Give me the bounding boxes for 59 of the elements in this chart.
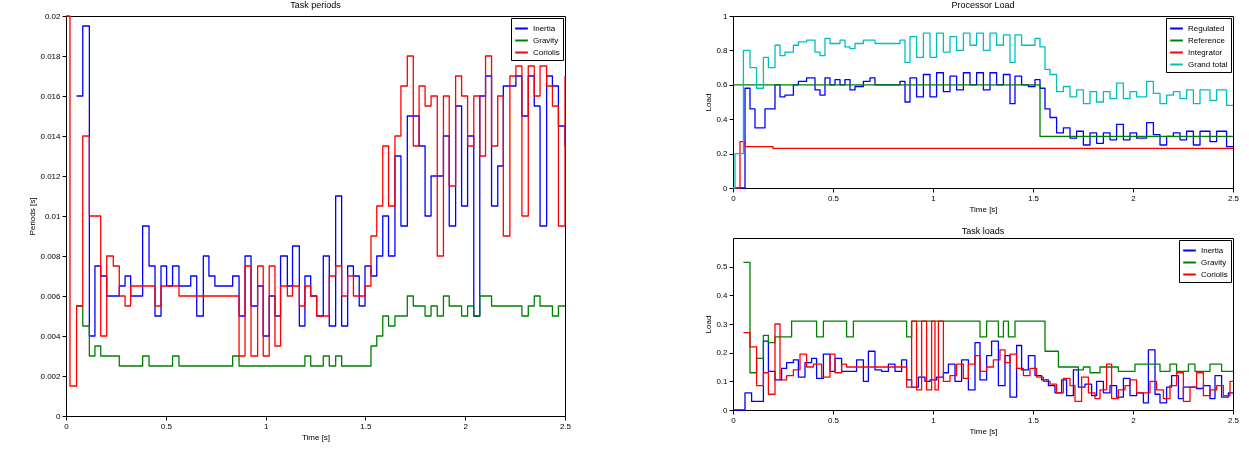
y-axis-title: Load xyxy=(704,93,714,112)
legend-label: Coriolis xyxy=(1201,269,1228,279)
y-tick-label: 0.004 xyxy=(40,331,62,341)
x-axis-title: Time [s] xyxy=(301,432,331,442)
x-tick-label: 1.5 xyxy=(1027,193,1040,203)
x-axis-title: Time [s] xyxy=(969,426,998,436)
x-tick-label: 2 xyxy=(463,421,469,431)
legend-label: Reference xyxy=(1188,35,1226,45)
y-axis-title: Periods [s] xyxy=(28,197,38,236)
y-tick-label: 0 xyxy=(723,405,729,415)
x-tick-label: 0.5 xyxy=(160,421,173,431)
y-tick-label: 0.008 xyxy=(40,251,62,261)
chart-title: Task periods xyxy=(290,0,342,10)
x-tick-label: 0 xyxy=(731,415,737,425)
x-tick-label: 2 xyxy=(1131,193,1137,203)
x-tick-label: 2.5 xyxy=(1227,193,1240,203)
y-tick-label: 0.002 xyxy=(40,371,62,381)
chart-title: Processor Load xyxy=(951,0,1015,10)
y-tick-label: 0.016 xyxy=(40,91,62,101)
x-tick-label: 0.5 xyxy=(827,193,840,203)
legend-label: Regulated xyxy=(1188,23,1225,33)
chart-title: Task loads xyxy=(961,226,1005,236)
y-tick-label: 0.6 xyxy=(716,80,729,90)
y-tick-label: 0.02 xyxy=(44,11,62,21)
y-tick-label: 0.006 xyxy=(40,291,62,301)
legend-label: Grand total xyxy=(1188,59,1228,69)
y-axis-title: Load xyxy=(704,315,714,334)
y-tick-label: 0.012 xyxy=(40,171,62,181)
y-tick-label: 0.014 xyxy=(40,131,62,141)
y-tick-label: 0.1 xyxy=(716,376,729,386)
x-tick-label: 1.5 xyxy=(1027,415,1040,425)
x-tick-label: 2.5 xyxy=(559,421,572,431)
x-tick-label: 1.5 xyxy=(360,421,373,431)
x-tick-label: 2.5 xyxy=(1227,415,1240,425)
legend-label: Gravity xyxy=(1201,257,1227,267)
y-tick-label: 0.3 xyxy=(716,319,729,329)
y-tick-label: 0.4 xyxy=(716,114,729,124)
x-tick-label: 1 xyxy=(931,415,937,425)
legend-label: Coriolis xyxy=(533,47,560,57)
y-tick-label: 0.2 xyxy=(716,348,729,358)
y-tick-label: 0.018 xyxy=(40,51,62,61)
x-axis-title: Time [s] xyxy=(969,204,998,214)
y-tick-label: 0.5 xyxy=(716,262,729,272)
x-tick-label: 0 xyxy=(731,193,737,203)
legend-label: Inertia xyxy=(533,23,556,33)
y-tick-label: 0 xyxy=(723,183,729,193)
y-tick-label: 1 xyxy=(723,11,729,21)
x-tick-label: 0 xyxy=(64,421,70,431)
legend-label: Inertia xyxy=(1201,245,1224,255)
y-tick-label: 0.4 xyxy=(716,290,729,300)
y-tick-label: 0.8 xyxy=(716,45,729,55)
x-tick-label: 0.5 xyxy=(827,415,840,425)
y-tick-label: 0.2 xyxy=(716,149,729,159)
x-tick-label: 1 xyxy=(263,421,269,431)
legend-label: Integrator xyxy=(1188,47,1223,57)
legend-label: Gravity xyxy=(533,35,559,45)
x-tick-label: 1 xyxy=(931,193,937,203)
y-tick-label: 0.01 xyxy=(44,211,62,221)
x-tick-label: 2 xyxy=(1131,415,1137,425)
